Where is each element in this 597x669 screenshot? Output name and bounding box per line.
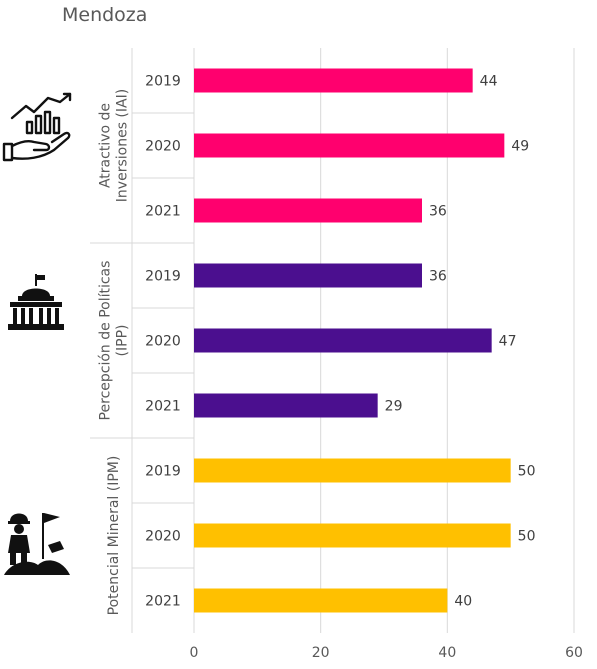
year-label: 2019 xyxy=(145,269,181,285)
data-label: 29 xyxy=(385,399,403,415)
group-label-line: Percepción de Políticas xyxy=(98,261,114,421)
bar xyxy=(194,458,511,483)
year-label: 2021 xyxy=(145,594,181,610)
bar xyxy=(194,263,422,288)
bar xyxy=(194,523,511,548)
bar xyxy=(194,68,473,93)
year-label: 2019 xyxy=(145,74,181,90)
year-label: 2019 xyxy=(145,464,181,480)
bar xyxy=(194,588,448,613)
x-tick-label: 60 xyxy=(565,645,583,661)
data-label: 49 xyxy=(511,139,529,155)
group-label: Potencial Mineral (IPM) xyxy=(106,456,122,616)
group-label: Percepción de Políticas(IPP) xyxy=(98,261,131,421)
government-building-icon xyxy=(8,274,64,330)
bar xyxy=(194,133,505,158)
miner-flag-icon xyxy=(4,513,70,575)
year-label: 2020 xyxy=(145,334,181,350)
group-label-line: Inversiones (IAI) xyxy=(115,89,131,202)
year-label: 2021 xyxy=(145,204,181,220)
year-label: 2020 xyxy=(145,139,181,155)
x-tick-label: 20 xyxy=(312,645,330,661)
data-label: 50 xyxy=(518,464,536,480)
group-label: Atractivo deInversiones (IAI) xyxy=(98,89,131,202)
x-tick-label: 40 xyxy=(438,645,456,661)
data-label: 40 xyxy=(454,594,472,610)
data-label: 36 xyxy=(429,269,447,285)
data-label: 44 xyxy=(480,74,498,90)
group-label-line: Atractivo de xyxy=(98,103,114,188)
chart-title: Mendoza xyxy=(62,4,148,26)
bar xyxy=(194,393,378,418)
data-label: 50 xyxy=(518,529,536,545)
x-tick-label: 0 xyxy=(190,645,199,661)
bar xyxy=(194,198,422,223)
data-label: 36 xyxy=(429,204,447,220)
data-label: 47 xyxy=(499,334,517,350)
group-label-line: Potencial Mineral (IPM) xyxy=(106,456,122,616)
bar xyxy=(194,328,492,353)
group-label-line: (IPP) xyxy=(115,325,131,357)
year-label: 2020 xyxy=(145,529,181,545)
investment-hand-growth-icon xyxy=(2,92,72,162)
year-label: 2021 xyxy=(145,399,181,415)
